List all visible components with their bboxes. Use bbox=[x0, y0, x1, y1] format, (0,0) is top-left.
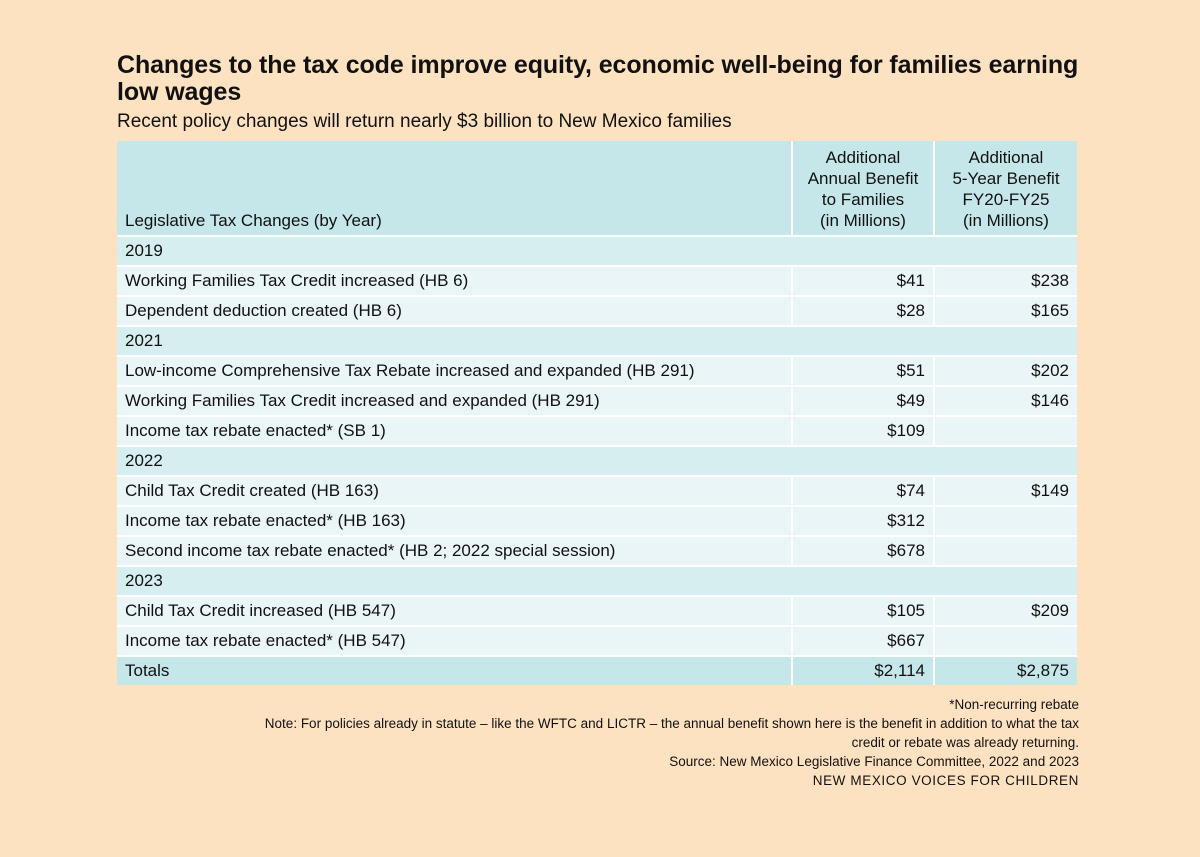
header-five-year-line: Additional bbox=[968, 148, 1044, 167]
row-annual: $105 bbox=[793, 597, 935, 627]
table-row: Working Families Tax Credit increased an… bbox=[117, 387, 1077, 417]
row-label: Income tax rebate enacted* (HB 163) bbox=[117, 507, 793, 537]
row-annual: $74 bbox=[793, 477, 935, 507]
header-legislative-changes: Legislative Tax Changes (by Year) bbox=[117, 141, 793, 237]
header-annual-line: Annual Benefit bbox=[807, 169, 919, 188]
row-five-year: $149 bbox=[935, 477, 1077, 507]
row-label: Working Families Tax Credit increased (H… bbox=[117, 267, 793, 297]
table-row: Child Tax Credit increased (HB 547) $105… bbox=[117, 597, 1077, 627]
figure: Changes to the tax code improve equity, … bbox=[117, 52, 1079, 790]
row-five-year bbox=[935, 627, 1077, 657]
totals-label: Totals bbox=[117, 657, 793, 685]
row-five-year: $202 bbox=[935, 357, 1077, 387]
row-label: Second income tax rebate enacted* (HB 2;… bbox=[117, 537, 793, 567]
row-annual: $667 bbox=[793, 627, 935, 657]
year-row: 2023 bbox=[117, 567, 1077, 597]
table-row: Dependent deduction created (HB 6) $28 $… bbox=[117, 297, 1077, 327]
year-label: 2021 bbox=[117, 327, 1077, 357]
year-label: 2023 bbox=[117, 567, 1077, 597]
page-title: Changes to the tax code improve equity, … bbox=[117, 51, 1079, 106]
table-row: Second income tax rebate enacted* (HB 2;… bbox=[117, 537, 1077, 567]
page-subtitle: Recent policy changes will return nearly… bbox=[117, 111, 732, 132]
row-five-year bbox=[935, 417, 1077, 447]
row-label: Child Tax Credit increased (HB 547) bbox=[117, 597, 793, 627]
table-row: Income tax rebate enacted* (SB 1) $109 bbox=[117, 417, 1077, 447]
row-annual: $109 bbox=[793, 417, 935, 447]
year-label: 2019 bbox=[117, 237, 1077, 267]
row-annual: $41 bbox=[793, 267, 935, 297]
row-label: Dependent deduction created (HB 6) bbox=[117, 297, 793, 327]
row-annual: $51 bbox=[793, 357, 935, 387]
table-row: Low-income Comprehensive Tax Rebate incr… bbox=[117, 357, 1077, 387]
row-label: Child Tax Credit created (HB 163) bbox=[117, 477, 793, 507]
year-label: 2022 bbox=[117, 447, 1077, 477]
row-label: Working Families Tax Credit increased an… bbox=[117, 387, 793, 417]
footnote: *Non-recurring rebate bbox=[949, 697, 1079, 712]
row-label: Income tax rebate enacted* (SB 1) bbox=[117, 417, 793, 447]
row-label: Low-income Comprehensive Tax Rebate incr… bbox=[117, 357, 793, 387]
note-line: credit or rebate was already returning. bbox=[851, 735, 1079, 750]
header-five-year-line: FY20-FY25 bbox=[962, 190, 1050, 209]
row-annual: $678 bbox=[793, 537, 935, 567]
totals-annual: $2,114 bbox=[793, 657, 935, 685]
year-row: 2019 bbox=[117, 237, 1077, 267]
table-row: Income tax rebate enacted* (HB 163) $312 bbox=[117, 507, 1077, 537]
row-annual: $49 bbox=[793, 387, 935, 417]
row-five-year bbox=[935, 507, 1077, 537]
row-five-year bbox=[935, 537, 1077, 567]
row-annual: $312 bbox=[793, 507, 935, 537]
header-annual-line: to Families bbox=[821, 190, 905, 209]
header-five-year-line: (in Millions) bbox=[963, 211, 1049, 230]
note-line: Note: For policies already in statute – … bbox=[264, 716, 1079, 731]
row-five-year: $165 bbox=[935, 297, 1077, 327]
source-note: Source: New Mexico Legislative Finance C… bbox=[669, 754, 1079, 769]
row-five-year: $146 bbox=[935, 387, 1077, 417]
year-row: 2022 bbox=[117, 447, 1077, 477]
header-annual-line: (in Millions) bbox=[820, 211, 906, 230]
row-annual: $28 bbox=[793, 297, 935, 327]
organization-credit: NEW MEXICO VOICES FOR CHILDREN bbox=[812, 773, 1079, 788]
totals-row: Totals $2,114 $2,875 bbox=[117, 657, 1077, 685]
header-five-year-benefit: Additional 5-Year Benefit FY20-FY25 (in … bbox=[935, 141, 1077, 237]
row-label: Income tax rebate enacted* (HB 547) bbox=[117, 627, 793, 657]
table-row: Child Tax Credit created (HB 163) $74 $1… bbox=[117, 477, 1077, 507]
table-row: Income tax rebate enacted* (HB 547) $667 bbox=[117, 627, 1077, 657]
header-annual-line: Additional bbox=[825, 148, 901, 167]
notes: *Non-recurring rebate Note: For policies… bbox=[117, 695, 1079, 790]
tax-changes-table: Legislative Tax Changes (by Year) Additi… bbox=[117, 141, 1077, 685]
table-header-row: Legislative Tax Changes (by Year) Additi… bbox=[117, 141, 1077, 237]
totals-five-year: $2,875 bbox=[935, 657, 1077, 685]
header-five-year-line: 5-Year Benefit bbox=[952, 169, 1060, 188]
year-row: 2021 bbox=[117, 327, 1077, 357]
row-five-year: $209 bbox=[935, 597, 1077, 627]
row-five-year: $238 bbox=[935, 267, 1077, 297]
header-annual-benefit: Additional Annual Benefit to Families (i… bbox=[793, 141, 935, 237]
table-row: Working Families Tax Credit increased (H… bbox=[117, 267, 1077, 297]
